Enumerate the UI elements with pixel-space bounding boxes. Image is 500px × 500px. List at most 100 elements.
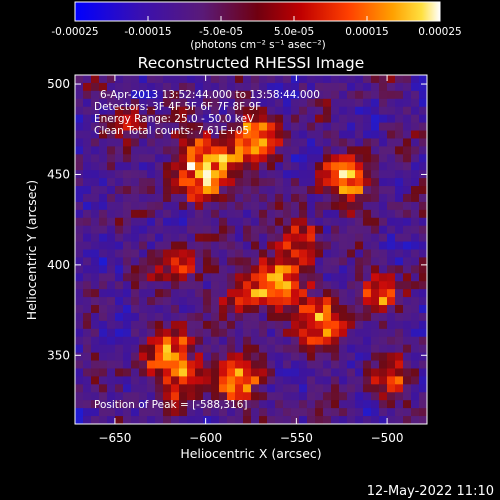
heatmap-cell (355, 233, 364, 243)
heatmap-cell (379, 130, 388, 140)
heatmap-cell (371, 209, 380, 219)
heatmap-cell (251, 328, 260, 338)
heatmap-cell (227, 90, 236, 100)
heatmap-cell (91, 376, 100, 385)
heatmap-cell (419, 376, 427, 385)
heatmap-cell (331, 352, 340, 362)
heatmap-cell (203, 209, 212, 219)
heatmap-cell (107, 193, 116, 203)
heatmap-cell (243, 360, 252, 370)
heatmap-cell (251, 146, 260, 155)
heatmap-cell (123, 328, 132, 338)
heatmap-cell (275, 281, 284, 290)
heatmap-cell (355, 75, 364, 84)
heatmap-cell (203, 249, 212, 259)
heatmap-cell (115, 209, 124, 219)
heatmap-cell (235, 154, 244, 163)
heatmap-cell (203, 201, 212, 211)
heatmap-cell (203, 154, 212, 163)
heatmap-cell (299, 376, 308, 385)
heatmap-cell (203, 90, 212, 100)
heatmap-cell (219, 225, 228, 235)
heatmap-cell (395, 297, 404, 306)
heatmap-cell (339, 90, 348, 100)
heatmap-cell (107, 281, 116, 290)
heatmap-cell (131, 249, 140, 259)
heatmap-cell (291, 186, 300, 195)
heatmap-cell (227, 257, 236, 266)
heatmap-cell (131, 352, 140, 362)
heatmap-cell (147, 154, 156, 163)
heatmap-cell (115, 376, 124, 385)
heatmap-cell (211, 249, 220, 259)
heatmap-cell (227, 376, 236, 385)
heatmap-cell (235, 162, 244, 171)
heatmap-cell (139, 233, 148, 243)
heatmap-cell (163, 170, 172, 179)
heatmap-cell (155, 336, 164, 346)
heatmap-cell (83, 106, 92, 116)
heatmap-cell (371, 154, 380, 163)
heatmap-cell (283, 400, 292, 409)
heatmap-cell (83, 233, 92, 243)
heatmap-cell (331, 305, 340, 314)
heatmap-cell (195, 368, 204, 378)
heatmap-cell (227, 408, 236, 417)
heatmap-cell (115, 162, 124, 171)
heatmap-cell (211, 392, 220, 401)
heatmap-cell (163, 249, 172, 259)
heatmap-cell (75, 233, 84, 243)
heatmap-cell (75, 265, 84, 274)
heatmap-cell (91, 217, 100, 227)
heatmap-cell (267, 305, 276, 314)
heatmap-cell (275, 122, 284, 132)
heatmap-cell (411, 193, 420, 203)
heatmap-cell (283, 281, 292, 290)
heatmap-cell (307, 352, 316, 362)
heatmap-cell (99, 400, 108, 409)
heatmap-cell (147, 305, 156, 314)
heatmap-cell (243, 178, 252, 187)
heatmap-cell (395, 273, 404, 282)
heatmap-cell (267, 209, 276, 219)
heatmap-cell (91, 106, 100, 116)
heatmap-cell (251, 312, 260, 322)
heatmap-cell (243, 336, 252, 346)
heatmap-cell (139, 344, 148, 354)
heatmap-cell (163, 392, 172, 401)
heatmap-cell (395, 360, 404, 370)
heatmap-cell (267, 154, 276, 163)
heatmap-cell (187, 312, 196, 322)
heatmap-cell (171, 162, 180, 171)
heatmap-cell (99, 273, 108, 282)
heatmap-cell (179, 249, 188, 259)
heatmap-cell (227, 138, 236, 147)
heatmap-cell (307, 376, 316, 385)
heatmap-cell (187, 217, 196, 227)
heatmap-cell (251, 193, 260, 203)
heatmap-cell (315, 336, 324, 346)
heatmap-cell (227, 360, 236, 370)
heatmap-cell (395, 257, 404, 266)
heatmap-cell (163, 336, 172, 346)
heatmap-cell (387, 352, 396, 362)
heatmap-cell (267, 225, 276, 235)
heatmap-cell (283, 154, 292, 163)
heatmap-cell (115, 82, 124, 92)
heatmap-cell (331, 90, 340, 100)
heatmap-cell (363, 186, 372, 195)
heatmap-cell (83, 193, 92, 203)
heatmap-cell (307, 170, 316, 179)
heatmap-cell (131, 289, 140, 298)
heatmap-cell (75, 392, 84, 401)
heatmap-cell (179, 186, 188, 195)
heatmap-cell (187, 201, 196, 211)
heatmap-cell (203, 162, 212, 171)
heatmap-cell (139, 392, 148, 401)
heatmap-cell (251, 209, 260, 219)
heatmap-cell (387, 114, 396, 124)
heatmap-cell (283, 305, 292, 314)
heatmap-cell (387, 336, 396, 346)
heatmap-cell (219, 241, 228, 251)
heatmap-cell (227, 209, 236, 219)
